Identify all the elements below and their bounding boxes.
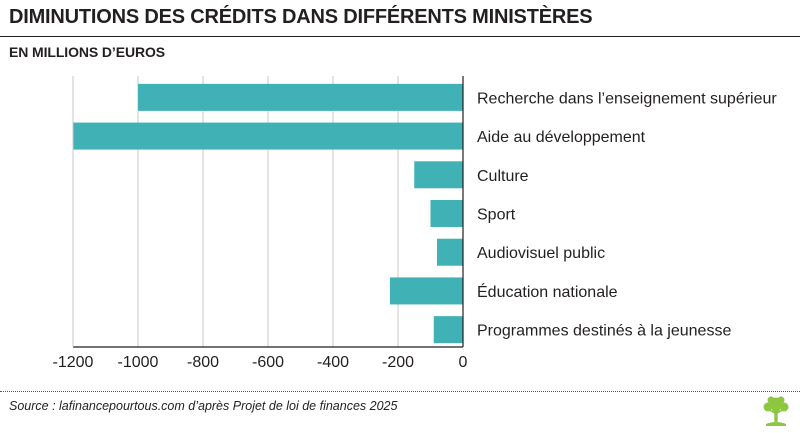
category-label: Programmes destinés à la jeunesse xyxy=(477,323,731,340)
x-tick-label: -800 xyxy=(187,354,219,371)
category-label: Aide au développement xyxy=(477,129,646,146)
bar xyxy=(73,122,463,150)
x-tick-label: -1000 xyxy=(118,354,159,371)
footer-divider xyxy=(0,391,800,392)
tick-labels: -1200 -1000 -800 -600 -400 -200 0 xyxy=(53,354,468,371)
bars xyxy=(73,83,463,344)
bar-chart: Recherche dans l’enseignement supérieur A… xyxy=(53,76,777,371)
gridlines xyxy=(72,76,399,347)
bar xyxy=(389,277,463,305)
x-tick-label: 0 xyxy=(459,354,468,371)
x-tick-label: -600 xyxy=(252,354,284,371)
bar xyxy=(430,200,463,227)
axes xyxy=(72,76,464,348)
category-labels: Recherche dans l’enseignement supérieur A… xyxy=(477,90,777,339)
x-tick-label: -200 xyxy=(382,354,414,371)
chart-title: DIMINUTIONS DES CRÉDITS DANS DIFFÉRENTS … xyxy=(9,6,593,28)
category-label: Recherche dans l’enseignement supérieur xyxy=(477,90,777,107)
category-label: Sport xyxy=(477,207,516,224)
tree-icon xyxy=(763,396,789,426)
bar xyxy=(437,238,463,266)
category-label: Audiovisuel public xyxy=(477,245,605,262)
bar xyxy=(433,316,463,344)
category-label: Culture xyxy=(477,168,529,185)
bar xyxy=(138,83,463,111)
title-divider xyxy=(0,36,800,37)
category-label: Éducation nationale xyxy=(477,282,618,301)
source-note: Source : lafinancepourtous.com d’après P… xyxy=(9,399,398,413)
x-tick-label: -400 xyxy=(317,354,349,371)
bar xyxy=(414,161,463,189)
x-tick-label: -1200 xyxy=(53,354,94,371)
chart-subtitle: EN MILLIONS D’EUROS xyxy=(9,44,165,60)
